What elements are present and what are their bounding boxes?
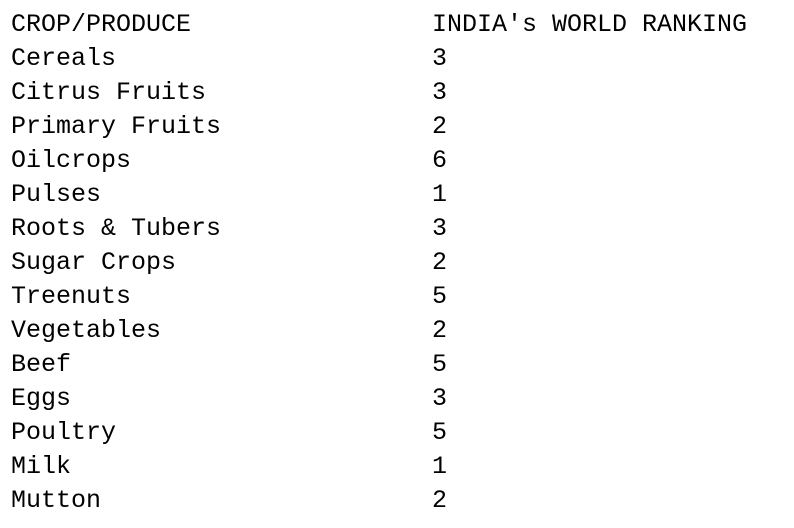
rank-cell: 2 bbox=[432, 316, 448, 345]
rank-cell: 5 bbox=[432, 350, 448, 379]
ranking-table: CROP/PRODUCE INDIA's WORLD RANKING Cerea… bbox=[11, 8, 792, 518]
rank-cell: 3 bbox=[432, 384, 448, 413]
table-row: Primary Fruits 2 bbox=[11, 110, 792, 144]
rank-cell: 3 bbox=[432, 44, 448, 73]
crop-cell: Oilcrops bbox=[11, 146, 132, 175]
crop-cell: Poultry bbox=[11, 418, 117, 447]
table-row: Oilcrops 6 bbox=[11, 144, 792, 178]
rank-cell: 2 bbox=[432, 248, 448, 277]
crop-cell: Eggs bbox=[11, 384, 72, 413]
rank-cell: 3 bbox=[432, 78, 448, 107]
crop-cell: Cereals bbox=[11, 44, 117, 73]
rank-cell: 5 bbox=[432, 282, 448, 311]
table-row: Eggs 3 bbox=[11, 382, 792, 416]
table-header: CROP/PRODUCE INDIA's WORLD RANKING bbox=[11, 8, 792, 42]
table-row: Roots & Tubers 3 bbox=[11, 212, 792, 246]
table-row: Sugar Crops 2 bbox=[11, 246, 792, 280]
crop-cell: Pulses bbox=[11, 180, 102, 209]
crop-cell: Milk bbox=[11, 452, 72, 481]
crop-cell: Sugar Crops bbox=[11, 248, 177, 277]
crop-cell: Mutton bbox=[11, 486, 102, 515]
table-body: Cereals 3 Citrus Fruits 3 Primary Fruits… bbox=[11, 42, 792, 518]
rank-cell: 5 bbox=[432, 418, 448, 447]
crop-cell: Citrus Fruits bbox=[11, 78, 207, 107]
table-row: Poultry 5 bbox=[11, 416, 792, 450]
crop-cell: Beef bbox=[11, 350, 72, 379]
rank-cell: 3 bbox=[432, 214, 448, 243]
header-row: CROP/PRODUCE INDIA's WORLD RANKING bbox=[11, 8, 792, 42]
header-crop: CROP/PRODUCE bbox=[11, 10, 192, 39]
header-rank: INDIA's WORLD RANKING bbox=[432, 10, 748, 39]
table-row: Milk 1 bbox=[11, 450, 792, 484]
table-row: Mutton 2 bbox=[11, 484, 792, 518]
table-row: Beef 5 bbox=[11, 348, 792, 382]
table-row: Vegetables 2 bbox=[11, 314, 792, 348]
crop-cell: Treenuts bbox=[11, 282, 132, 311]
crop-cell: Vegetables bbox=[11, 316, 162, 345]
crop-cell: Roots & Tubers bbox=[11, 214, 222, 243]
rank-cell: 1 bbox=[432, 180, 448, 209]
crop-cell: Primary Fruits bbox=[11, 112, 222, 141]
rank-cell: 2 bbox=[432, 112, 448, 141]
table-row: Citrus Fruits 3 bbox=[11, 76, 792, 110]
rank-cell: 1 bbox=[432, 452, 448, 481]
table-row: Treenuts 5 bbox=[11, 280, 792, 314]
rank-cell: 2 bbox=[432, 486, 448, 515]
table-row: Cereals 3 bbox=[11, 42, 792, 76]
rank-cell: 6 bbox=[432, 146, 448, 175]
table-row: Pulses 1 bbox=[11, 178, 792, 212]
